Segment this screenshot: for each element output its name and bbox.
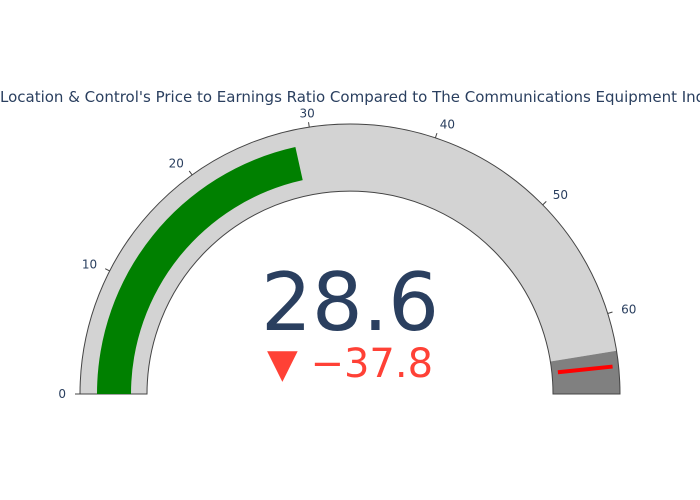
gauge-tick-mark [434, 132, 438, 139]
gauge-tick-label: 10 [82, 258, 97, 272]
gauge-tick-label: 20 [169, 157, 184, 171]
gauge-tick-label: 50 [553, 188, 568, 202]
gauge-tick-label: 60 [621, 302, 636, 316]
gauge-axis: 0 10 20 30 40 50 60 [58, 106, 636, 401]
gauge-value-bar [97, 146, 303, 394]
gauge-delta: ▼ −37.8 [267, 341, 433, 387]
gauge-tick-mark [104, 268, 110, 272]
gauge-tick-label: 0 [58, 387, 66, 401]
gauge-tick-mark [607, 311, 613, 314]
gauge-tick-mark [188, 170, 193, 176]
gauge-value-number: 28.6 [261, 256, 439, 349]
gauge-tick-mark [542, 201, 547, 206]
gauge-threshold-marker [557, 364, 613, 375]
delta-value: −37.8 [310, 341, 433, 387]
delta-down-arrow-icon: ▼ [267, 341, 298, 387]
gauge-tick-mark [308, 122, 310, 128]
chart-title: Location & Control's Price to Earnings R… [0, 88, 700, 106]
gauge-outline [79, 123, 621, 395]
gauge-tick-label: 30 [300, 106, 315, 120]
gauge-step-1 [550, 350, 620, 394]
gauge-tick-label: 40 [440, 118, 455, 132]
